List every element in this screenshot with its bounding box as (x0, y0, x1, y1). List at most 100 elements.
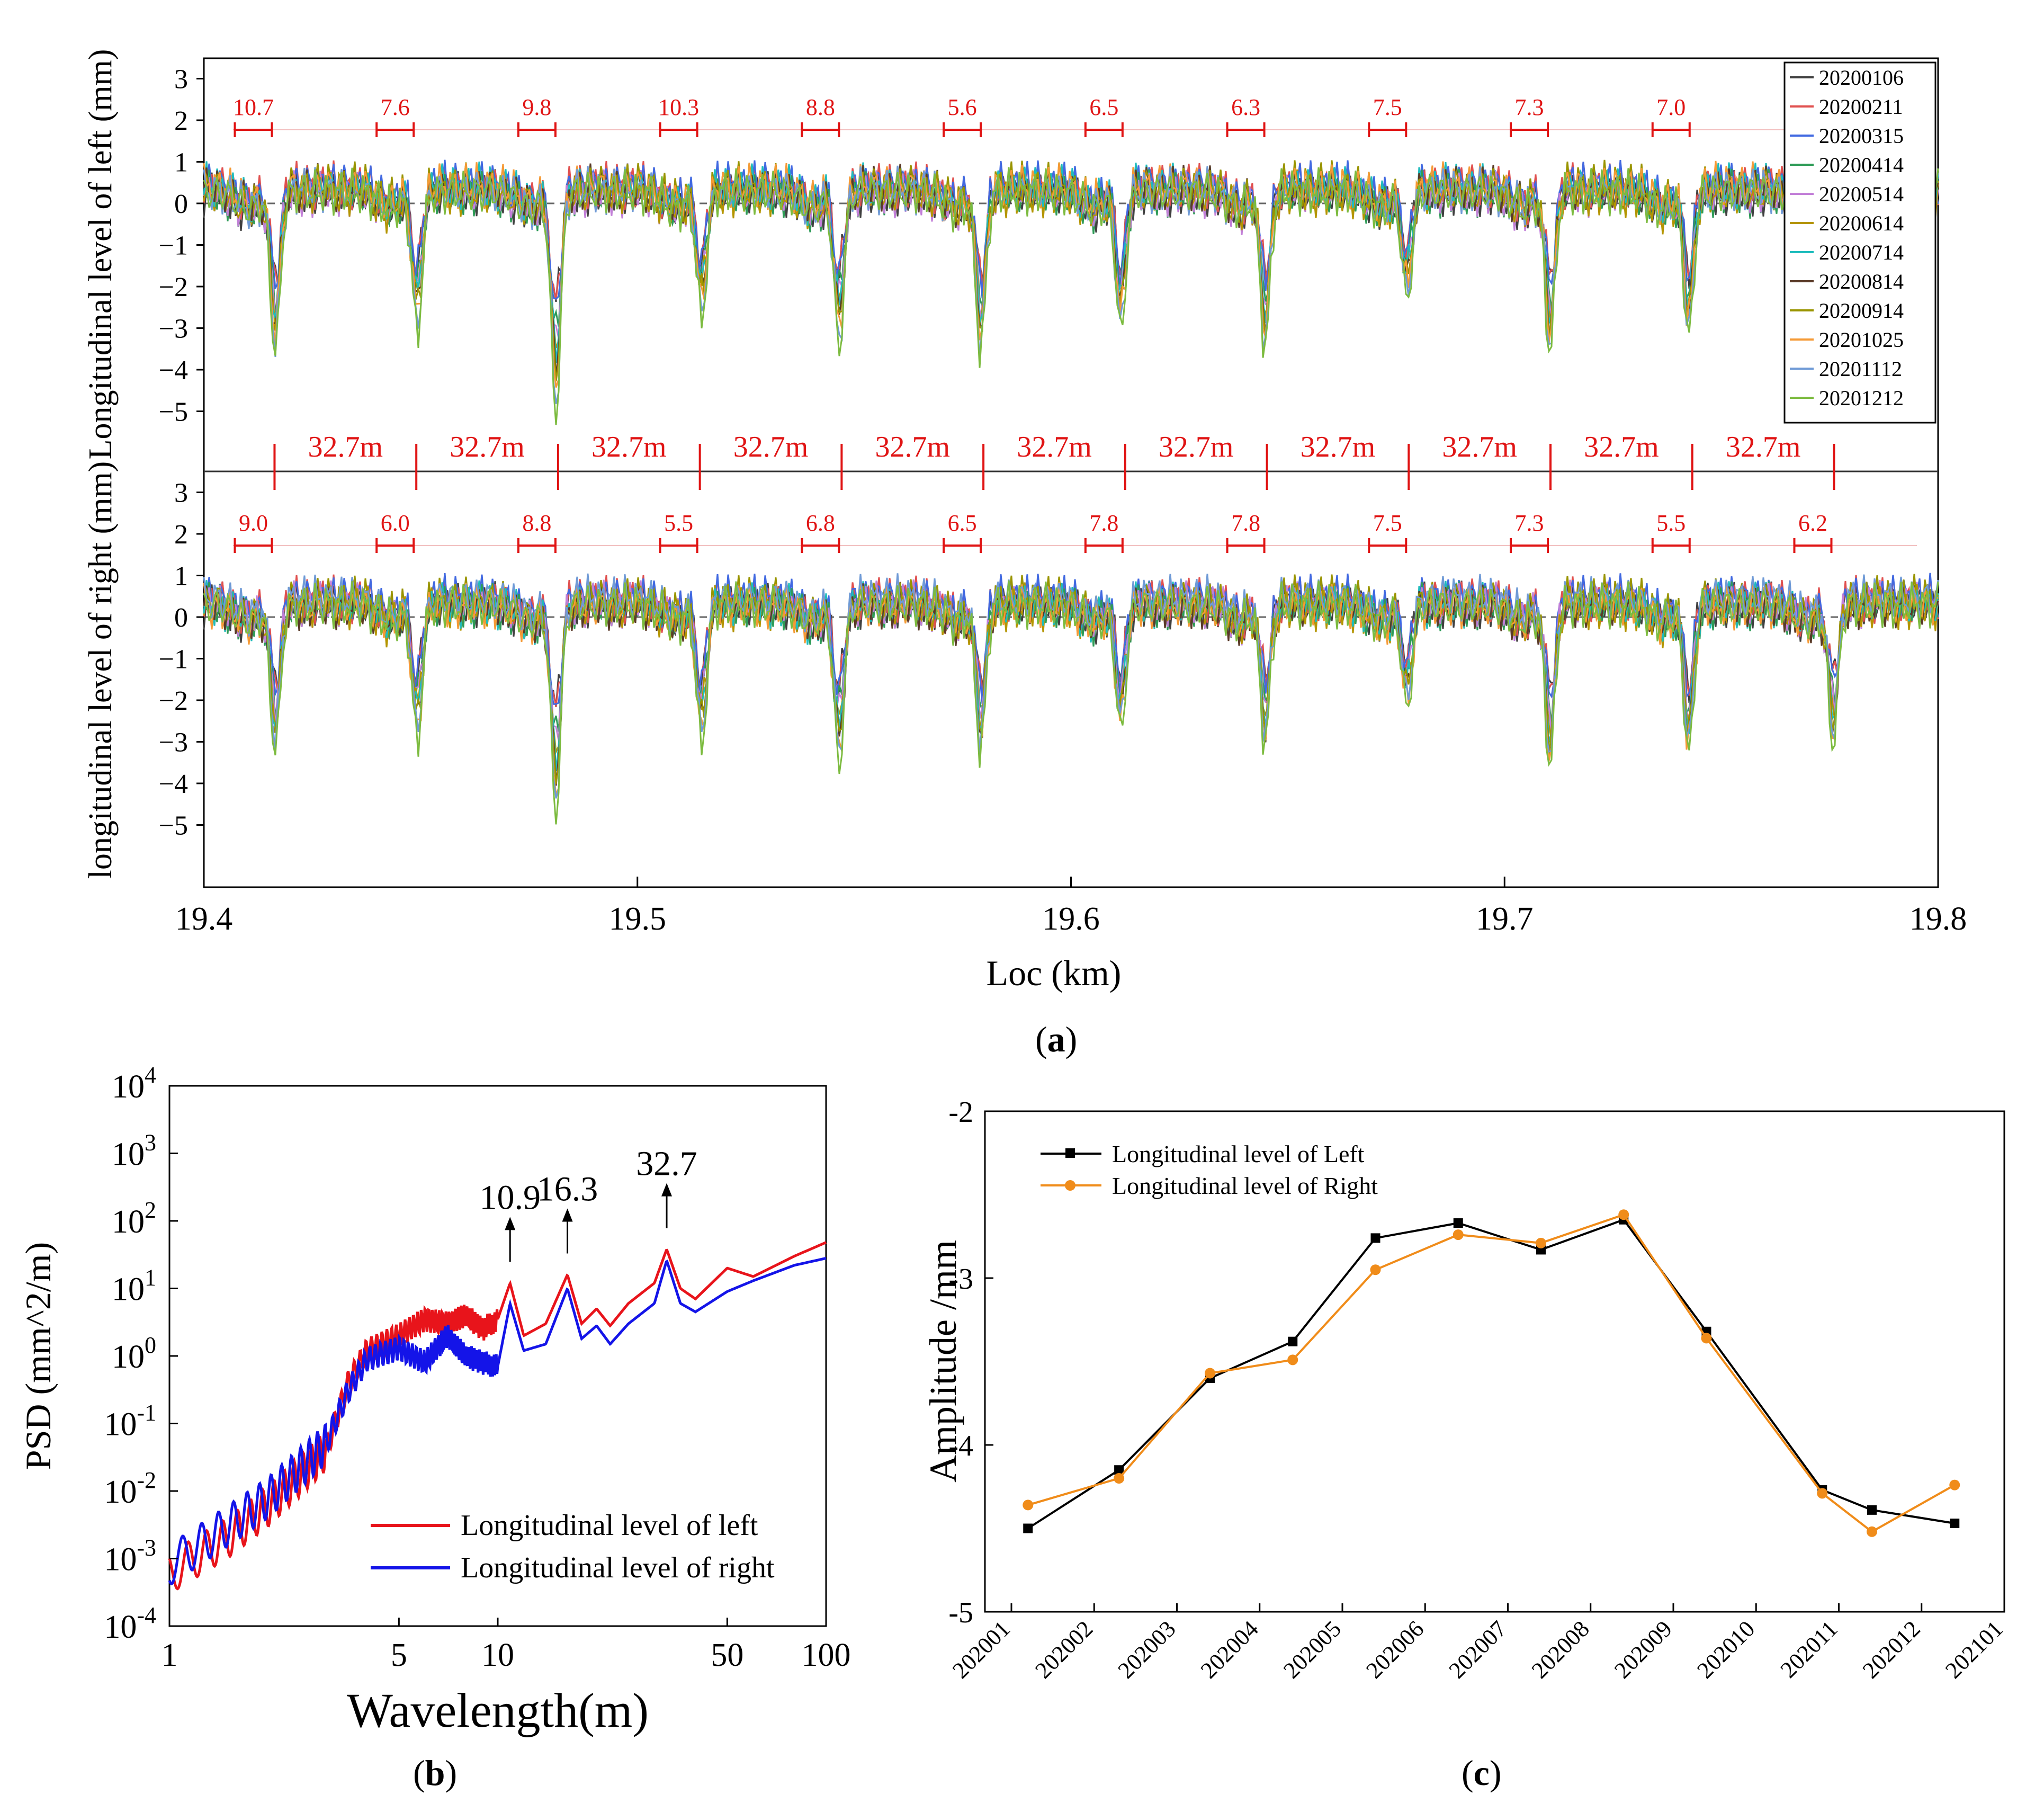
x-tick-label: 202005 (1278, 1616, 1346, 1683)
panel-c: -2 -3 -4 -5 202001 202002 202003 202004 202005 2… (922, 1096, 2008, 1793)
panel-b-label: (b) (413, 1753, 457, 1793)
x-tick-label: 202012 (1858, 1616, 1925, 1683)
right-zone-markers: 9.0 6.0 8.8 5.5 6.8 6.5 7.8 7.8 7.5 7.3 5.5 6.2 (233, 510, 1917, 553)
y-tick-label: 103 (112, 1130, 156, 1173)
y-tick-label: 104 (112, 1062, 156, 1105)
panel-b: 104 103 102 101 100 10-1 10-2 10-3 10-4 1 5 10 50 10… (18, 1062, 851, 1793)
x-tick-label: 5 (391, 1637, 407, 1673)
y-tick-label: 0 (174, 189, 188, 219)
zone-label: 7.3 (1515, 94, 1544, 120)
left-rail-traces (203, 159, 1939, 425)
legend-a-label: 20200414 (1819, 153, 1904, 177)
spacing-label: 32.7m (1159, 431, 1234, 463)
amplitude-point-right (1205, 1368, 1215, 1379)
y-tick-label: 1 (174, 148, 188, 178)
zone-label: 10.3 (658, 94, 699, 120)
amplitude-point-left (1867, 1505, 1877, 1515)
zone-label: 7.6 (381, 94, 410, 120)
peak-arrowhead (661, 1183, 673, 1197)
psd-peak-annotations: 10.916.3 32.7 (479, 1145, 697, 1262)
y-tick-label: -3 (948, 1263, 973, 1296)
right-y-axis-label: longitudinal level of right (mm) (83, 461, 119, 879)
amplitude-point-left (1023, 1523, 1033, 1533)
y-tick-label: −1 (159, 645, 188, 675)
zone-label: 5.5 (664, 510, 693, 536)
right-y-axis: 3 2 1 0 −1 −2 −3 −4 −5 (159, 478, 204, 841)
spacing-label: 32.7m (1301, 431, 1376, 463)
zone-label: 9.0 (239, 510, 268, 536)
legend-a-label: 20200614 (1819, 211, 1904, 235)
x-tick-label: 202004 (1196, 1616, 1263, 1683)
zone-label: 5.6 (948, 94, 977, 120)
spacing-label: 32.7m (591, 431, 667, 463)
left-y-axis-label: Longitudinal level of left (mm) (83, 49, 119, 460)
zone-label: 8.8 (806, 94, 835, 120)
panel-b-letter: b (425, 1753, 445, 1793)
y-tick-label: 100 (112, 1332, 156, 1375)
panel-c-frame (984, 1110, 2005, 1613)
spacing-label: 32.7m (1442, 431, 1517, 463)
spacing-label: 32.7m (875, 431, 950, 463)
zone-label: 7.3 (1515, 510, 1544, 536)
left-zone-markers: 10.7 7.6 9.8 10.3 8.8 5.6 6.5 6.3 7.5 7.3 7.0 (233, 94, 1917, 137)
x-tick-label: 1 (162, 1637, 178, 1673)
x-tick-label: 202006 (1361, 1616, 1429, 1683)
legend-a-entries: 20200106 20200211 20200315 20200414 20200514… (1790, 66, 1904, 410)
amplitude-point-left (1114, 1465, 1124, 1475)
peak-arrowhead (505, 1217, 516, 1230)
right-rail-traces (203, 573, 1939, 825)
trace-20201212 (203, 167, 1939, 425)
amplitude-point-right (1949, 1479, 1960, 1490)
amplitude-point-right (1701, 1333, 1712, 1344)
y-tick-label: 10-3 (104, 1535, 156, 1578)
legend-c-right-marker (1065, 1180, 1075, 1191)
legend-a-label: 20200814 (1819, 270, 1904, 293)
legend-a-label: 20201025 (1819, 328, 1904, 352)
x-tick-label: 202011 (1776, 1616, 1843, 1683)
amplitude-point-right (1370, 1264, 1381, 1275)
x-tick-label: 202002 (1030, 1616, 1098, 1683)
y-tick-label: 10-2 (104, 1467, 156, 1510)
psd-y-axis-label: PSD (mm^2/m) (18, 1242, 58, 1470)
legend-b-right-label: Longitudinal level of right (461, 1551, 775, 1584)
zone-label: 5.5 (1656, 510, 1686, 536)
amplitude-y-axis: -2 -3 -4 -5 (948, 1096, 993, 1629)
y-tick-label: 0 (174, 603, 188, 633)
legend-a-label: 20201112 (1819, 357, 1902, 381)
y-tick-label: 10-1 (104, 1400, 156, 1443)
y-tick-label: 2 (174, 106, 188, 136)
spacing-label: 32.7m (733, 431, 809, 463)
amplitude-point-right (1536, 1237, 1546, 1248)
y-tick-label: 101 (112, 1265, 156, 1308)
y-tick-label: -5 (948, 1596, 973, 1629)
sleeper-spacing-markers: 32.7m 32.7m 32.7m 32.7m 32.7m 32.7m 32.7m 32.7m… (273, 431, 1835, 490)
left-y-axis: 3 2 1 0 −1 −2 −3 −4 −5 (159, 65, 204, 427)
y-tick-label: −5 (159, 811, 188, 841)
panel-b-frame (168, 1085, 827, 1627)
x-tick-label: 100 (802, 1637, 851, 1673)
legend-a-label: 20200514 (1819, 182, 1904, 206)
legend-a-box (1783, 61, 1937, 424)
x-tick-label: 10 (481, 1637, 514, 1673)
legend-a-label: 20200914 (1819, 299, 1904, 323)
amplitude-point-left (1370, 1233, 1380, 1243)
month-x-axis: 202001 202002 202003 202004 202005 202006 2020… (947, 1603, 2008, 1683)
peak-label: 16.3 (537, 1170, 598, 1208)
spacing-label: 32.7m (1584, 431, 1659, 463)
legend-a-label: 20201212 (1819, 386, 1904, 410)
loc-x-axis-label: Loc (km) (987, 953, 1122, 993)
panel-c-letter: c (1474, 1753, 1490, 1793)
y-tick-label: 1 (174, 561, 188, 592)
zone-label: 7.5 (1373, 94, 1402, 120)
y-tick-label: 102 (112, 1197, 156, 1240)
y-tick-label: −4 (159, 355, 188, 386)
psd-y-axis: 104 103 102 101 100 10-1 10-2 10-3 10-4 (104, 1062, 178, 1645)
amplitude-series (1023, 1209, 1960, 1537)
trace-20201212 (203, 580, 1939, 825)
amplitude-point-right (1867, 1526, 1877, 1537)
x-tick-label: 202008 (1527, 1616, 1594, 1683)
y-tick-label: −3 (159, 314, 188, 344)
zone-label: 7.0 (1656, 94, 1686, 120)
amplitude-point-left (1288, 1336, 1298, 1346)
